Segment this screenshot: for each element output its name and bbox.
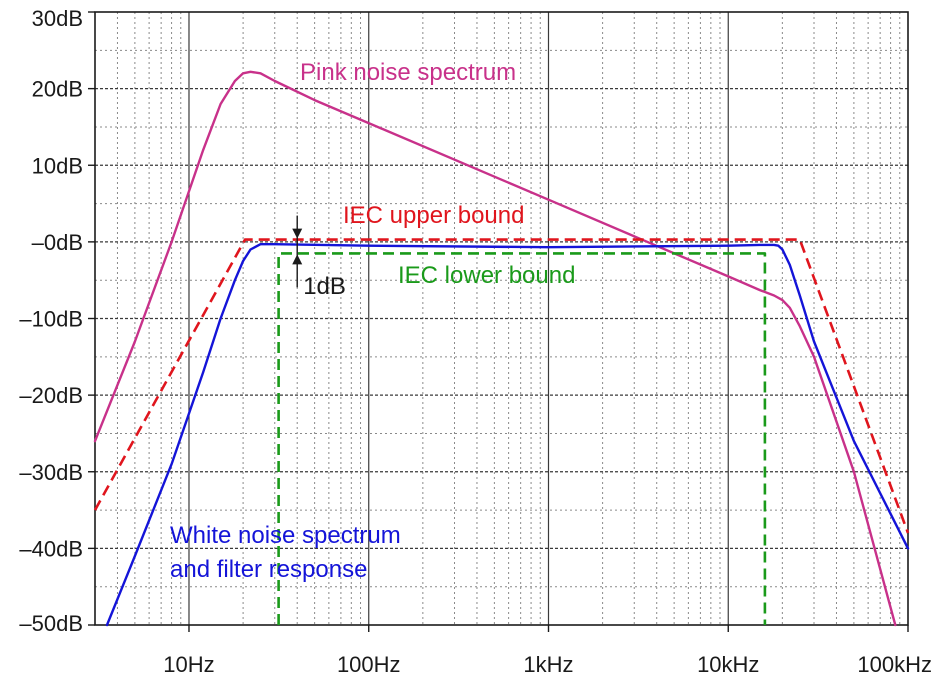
- annotation-upper-label: IEC upper bound: [343, 202, 524, 229]
- one-db-gap-marker: [292, 215, 303, 288]
- gap-arrow-up-icon: [292, 254, 303, 265]
- series-line-pink: [93, 70, 897, 627]
- annotation-white-label-1: White noise spectrum: [170, 522, 401, 549]
- annotation-white-label-2: and filter response: [170, 556, 367, 583]
- y-tick-label: –30dB: [19, 460, 83, 485]
- x-tick-label: 100kHz: [857, 652, 932, 677]
- y-tick-label: –0dB: [32, 230, 83, 255]
- x-tick-label: 100Hz: [337, 652, 401, 677]
- x-tick-label: 1kHz: [523, 652, 573, 677]
- annotation-pink-label: Pink noise spectrum: [300, 59, 516, 86]
- x-tick-label: 10Hz: [163, 652, 214, 677]
- y-tick-label: 30dB: [32, 6, 83, 31]
- series-layer: [93, 70, 910, 627]
- y-tick-label: –40dB: [19, 536, 83, 561]
- x-tick-label: 10kHz: [697, 652, 759, 677]
- annotation-lower-label: IEC lower bound: [398, 262, 575, 289]
- y-tick-label: –20dB: [19, 383, 83, 408]
- annotation-gap-label: 1dB: [303, 273, 346, 300]
- series-line-upper: [93, 238, 910, 534]
- y-tick-label: –10dB: [19, 307, 83, 332]
- series-line-lower: [277, 252, 767, 625]
- annotations: Pink noise spectrum IEC upper bound IEC lo…: [170, 59, 575, 583]
- series-line-white: [105, 242, 910, 627]
- gap-arrow-down-icon: [292, 228, 303, 239]
- y-tick-label: 10dB: [32, 153, 83, 178]
- x-axis-ticks: 10Hz 100Hz 1kHz 10kHz 100kHz: [163, 625, 932, 677]
- y-tick-label: 20dB: [32, 77, 83, 102]
- y-tick-label: –50dB: [19, 611, 83, 636]
- y-axis-ticks: 30dB 20dB 10dB –0dB –10dB –20dB –30dB –40dB –50d…: [19, 6, 95, 636]
